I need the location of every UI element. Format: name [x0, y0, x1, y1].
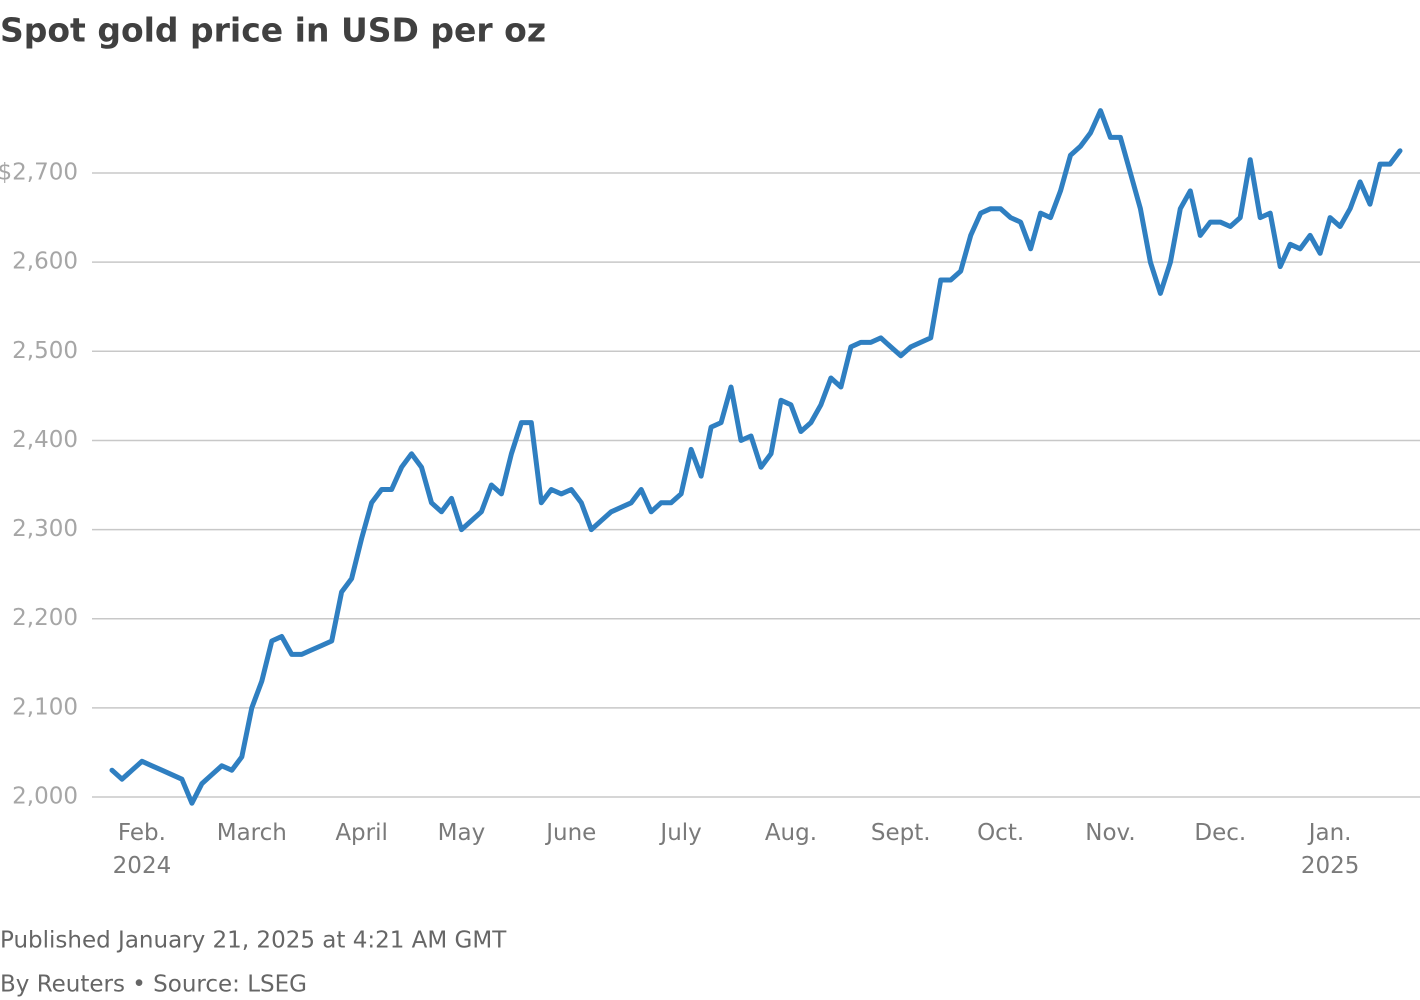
y-tick-label: 2,000: [12, 783, 78, 809]
x-tick-label: Feb. 2024: [113, 820, 172, 879]
x-tick-label-line: Nov.: [1085, 820, 1135, 846]
price-line: [109, 108, 1403, 806]
x-tick-label-line: June: [544, 820, 596, 846]
x-tick-label: Aug.: [765, 820, 817, 846]
y-tick-label: 2,500: [12, 338, 78, 364]
x-tick-label-line: May: [438, 820, 486, 846]
y-tick-label: 2,200: [12, 605, 78, 631]
y-tick-label: 2,400: [12, 427, 78, 453]
x-tick-label-line: Jan.: [1307, 820, 1352, 846]
x-tick-label-line: 2024: [113, 853, 172, 879]
y-tick-label: 2,300: [12, 516, 78, 542]
x-tick-label: March: [217, 820, 287, 846]
x-tick-label: June: [544, 820, 596, 846]
x-tick-label-line: Aug.: [765, 820, 817, 846]
x-tick-label: May: [438, 820, 486, 846]
x-tick-label: Jan. 2025: [1301, 820, 1360, 879]
x-tick-label-line: 2025: [1301, 853, 1360, 879]
x-tick-label-line: July: [658, 820, 701, 846]
byline: By Reuters • Source: LSEG: [0, 972, 307, 998]
x-tick-label-line: April: [335, 820, 388, 846]
x-tick-label: July: [658, 820, 701, 846]
published-note: Published January 21, 2025 at 4:21 AM GM…: [0, 928, 507, 954]
x-tick-label: April: [335, 820, 388, 846]
x-tick-label: Sept.: [871, 820, 931, 846]
x-tick-label-line: Dec.: [1194, 820, 1246, 846]
x-tick-label: Oct.: [977, 820, 1024, 846]
x-tick-label-line: March: [217, 820, 287, 846]
x-tick-label: Dec.: [1194, 820, 1246, 846]
x-tick-label-line: Oct.: [977, 820, 1024, 846]
x-tick-label: Nov.: [1085, 820, 1135, 846]
x-tick-label-line: Sept.: [871, 820, 931, 846]
y-tick-label: 2,600: [12, 249, 78, 275]
y-tick-label: $2,700: [0, 160, 78, 186]
y-tick-label: 2,100: [12, 694, 78, 720]
chart-title: Spot gold price in USD per oz: [0, 11, 546, 50]
x-tick-label-line: Feb.: [118, 820, 166, 846]
